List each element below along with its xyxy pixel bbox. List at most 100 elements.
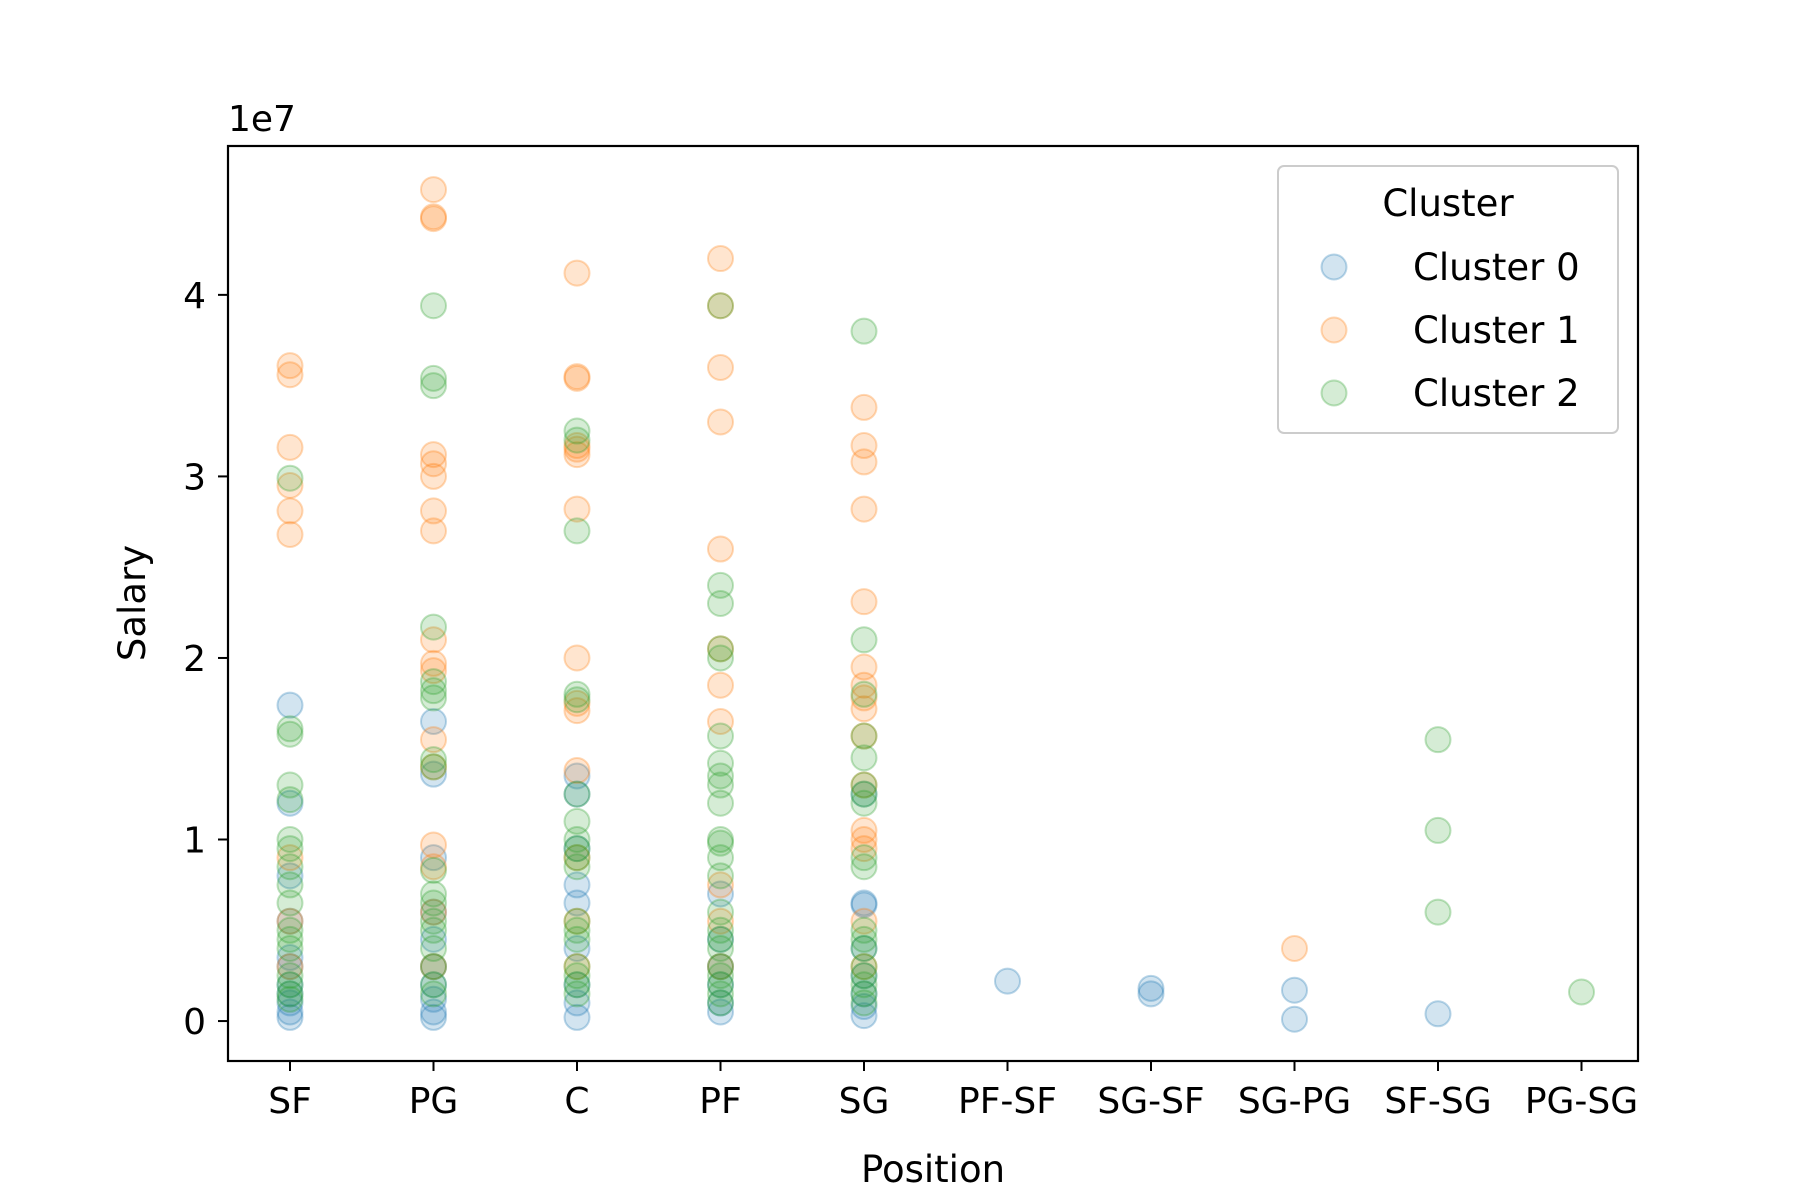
data-point-cluster-1 (563, 697, 591, 725)
data-point-cluster-2 (1568, 978, 1595, 1006)
data-point-cluster-0 (420, 971, 447, 999)
data-point-cluster-2 (563, 853, 591, 881)
data-point-cluster-2 (563, 971, 591, 999)
data-point-cluster-1 (563, 435, 591, 463)
data-point-cluster-2 (850, 722, 878, 750)
data-point-cluster-2 (563, 417, 591, 445)
legend: Cluster Cluster 0 Cluster 1 Cluster 2 (1277, 165, 1619, 434)
data-point-cluster-2 (420, 292, 447, 320)
data-point-cluster-1 (420, 753, 447, 781)
data-point-cluster-0 (850, 980, 878, 1008)
data-point-cluster-0 (563, 780, 591, 808)
x-tick-label: SF-SG (1384, 1081, 1491, 1122)
data-point-cluster-1 (420, 831, 447, 859)
data-point-cluster-1 (420, 898, 447, 926)
data-point-cluster-0 (563, 889, 591, 917)
y-axis-label: Salary (111, 545, 154, 661)
data-point-cluster-2 (850, 680, 878, 708)
data-point-cluster-2 (707, 826, 734, 854)
data-point-cluster-0 (1137, 974, 1165, 1002)
data-point-cluster-2 (276, 980, 304, 1008)
legend-title: Cluster (1382, 182, 1514, 225)
data-point-cluster-0 (1424, 1000, 1452, 1028)
y-tick-label: 4 (183, 276, 206, 317)
data-point-cluster-2 (707, 644, 734, 672)
data-point-cluster-1 (1281, 934, 1308, 962)
data-point-cluster-1 (420, 649, 447, 677)
data-point-cluster-2 (276, 985, 304, 1013)
data-point-cluster-2 (707, 898, 734, 926)
data-point-cluster-1 (707, 871, 734, 899)
data-point-cluster-1 (276, 433, 304, 461)
data-point-cluster-2 (707, 980, 734, 1008)
data-point-cluster-1 (707, 671, 734, 699)
data-point-cluster-2 (563, 925, 591, 953)
data-point-cluster-0 (850, 1002, 878, 1030)
data-point-cluster-2 (707, 762, 734, 790)
data-point-cluster-1 (276, 471, 304, 499)
legend-label: Cluster 0 (1413, 246, 1580, 289)
data-point-cluster-0 (420, 985, 447, 1013)
data-point-cluster-2 (276, 925, 304, 953)
data-point-cluster-2 (850, 744, 878, 772)
data-point-cluster-0 (276, 998, 304, 1026)
data-point-cluster-1 (563, 363, 591, 391)
legend-marker (1320, 253, 1348, 281)
data-point-cluster-1 (276, 521, 304, 549)
data-point-cluster-0 (276, 980, 304, 1008)
points-layer (276, 176, 1595, 1033)
data-point-cluster-2 (707, 749, 734, 777)
data-point-cluster-2 (563, 517, 591, 545)
data-point-cluster-0 (850, 934, 878, 962)
data-point-cluster-1 (850, 653, 878, 681)
data-point-cluster-2 (707, 771, 734, 799)
data-point-cluster-0 (563, 871, 591, 899)
data-point-cluster-2 (707, 971, 734, 999)
data-point-cluster-0 (276, 907, 304, 935)
data-point-cluster-1 (707, 635, 734, 663)
data-point-cluster-2 (276, 771, 304, 799)
data-point-cluster-0 (276, 789, 304, 817)
data-point-cluster-2 (563, 835, 591, 863)
data-point-cluster-2 (707, 635, 734, 663)
data-point-cluster-2 (1424, 726, 1452, 754)
data-point-cluster-1 (850, 684, 878, 712)
data-point-cluster-0 (563, 835, 591, 863)
data-point-cluster-0 (1281, 976, 1308, 1004)
x-tick-label: SF (268, 1081, 312, 1122)
data-point-cluster-2 (276, 889, 304, 917)
x-tick-label: SG-PG (1238, 1081, 1351, 1122)
data-point-cluster-2 (707, 925, 734, 953)
data-point-cluster-2 (850, 771, 878, 799)
data-point-cluster-2 (707, 862, 734, 890)
plot-frame (226, 144, 1640, 1063)
y-offset-label: 1e7 (228, 99, 296, 140)
data-point-cluster-1 (850, 907, 878, 935)
data-point-cluster-2 (850, 953, 878, 981)
legend-box (1277, 165, 1619, 434)
data-point-cluster-0 (420, 708, 447, 736)
data-point-cluster-1 (850, 771, 878, 799)
data-point-cluster-0 (420, 998, 447, 1026)
data-point-cluster-0 (850, 780, 878, 808)
data-point-cluster-0 (707, 989, 734, 1017)
data-point-cluster-2 (276, 916, 304, 944)
y-tick-label: 2 (183, 639, 206, 680)
data-point-cluster-1 (850, 448, 878, 476)
data-point-cluster-2 (850, 980, 878, 1008)
data-point-cluster-2 (563, 962, 591, 990)
data-point-cluster-2 (850, 971, 878, 999)
data-point-cluster-2 (563, 953, 591, 981)
x-tick-label: PF-SF (958, 1081, 1057, 1122)
data-point-cluster-1 (420, 953, 447, 981)
x-axis-label: Position (861, 1148, 1005, 1191)
legend-label: Cluster 1 (1413, 309, 1580, 352)
data-point-cluster-2 (420, 980, 447, 1008)
legend-entries: Cluster 0 Cluster 1 Cluster 2 (1320, 246, 1580, 415)
data-point-cluster-2 (707, 962, 734, 990)
data-point-cluster-2 (563, 907, 591, 935)
data-point-cluster-1 (563, 844, 591, 872)
data-point-cluster-1 (850, 826, 878, 854)
data-point-cluster-1 (420, 205, 447, 233)
data-point-cluster-2 (420, 364, 447, 392)
